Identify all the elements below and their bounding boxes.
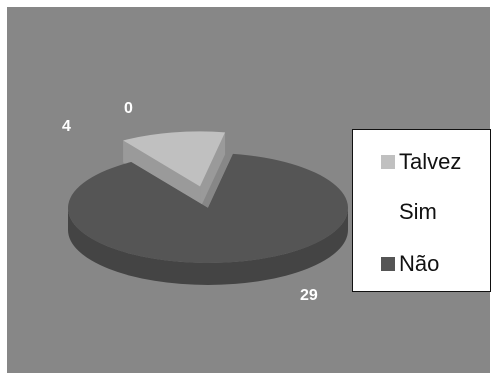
data-label-talvez: 4 [62,118,71,135]
data-label-nao: 29 [300,287,318,304]
legend-label-talvez: Talvez [399,149,462,174]
legend-swatch-talvez [381,155,395,169]
chart-legend: Talvez Sim Não [352,129,491,292]
legend-swatch-sim [381,205,395,219]
legend-item-nao: Não [353,253,490,275]
data-label-sim: 0 [124,100,133,117]
pie-slice-nao [68,153,349,285]
pie-slices [68,131,349,285]
legend-item-sim: Sim [353,201,490,223]
legend-item-talvez: Talvez [353,151,490,173]
legend-swatch-nao [381,257,395,271]
pie-slice-talvez [123,131,226,209]
legend-label-nao: Não [399,251,440,276]
legend-label-sim: Sim [399,199,437,224]
